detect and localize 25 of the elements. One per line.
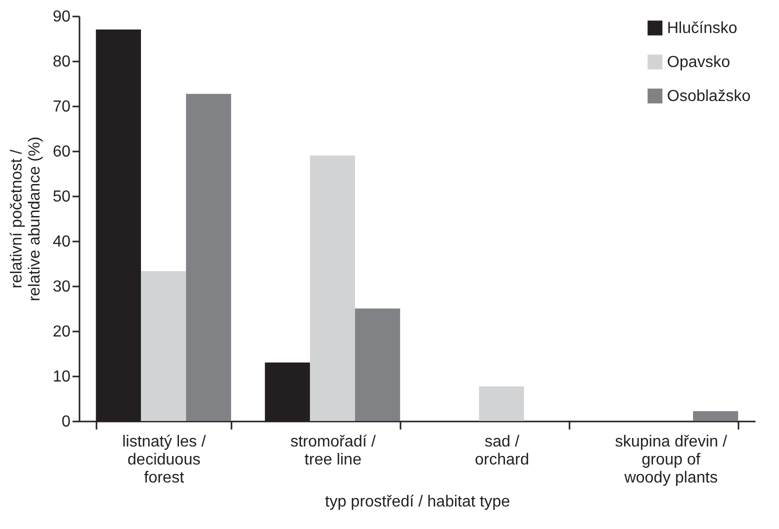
y-tick-label: 60 — [52, 144, 71, 160]
y-axis-title: relativní početnost / relative abundance (%) — [8, 136, 44, 302]
bar — [693, 411, 738, 421]
y-tick-label: 10 — [52, 368, 71, 386]
y-tick-label: 0 — [62, 414, 71, 430]
legend-label: Osoblažsko — [667, 88, 751, 105]
bar — [140, 271, 186, 421]
y-tick-label: 40 — [52, 234, 71, 250]
y-tick-label: 70 — [52, 98, 71, 116]
y-tick-label: 50 — [52, 188, 71, 206]
x-axis-title: typ prostředí / habitat type — [325, 494, 510, 510]
bar — [186, 94, 232, 421]
bar — [355, 308, 400, 421]
x-tick-label: stromořadí / tree line — [290, 434, 376, 468]
legend-label: Opavsko — [667, 54, 730, 71]
y-tick-label: 90 — [52, 8, 71, 26]
y-tick-label: 30 — [52, 278, 71, 296]
legend-label: Hlučínsko — [667, 20, 738, 37]
x-tick-label: listnatý les / deciduous forest — [122, 434, 206, 486]
bar — [310, 156, 356, 421]
x-tick-label: sad / orchard — [474, 434, 530, 468]
y-tick-label: 80 — [52, 54, 71, 70]
y-tick-label: 20 — [52, 324, 71, 340]
x-tick-label: skupina dřevin / group of woody plants — [614, 434, 728, 486]
bar — [478, 386, 524, 421]
